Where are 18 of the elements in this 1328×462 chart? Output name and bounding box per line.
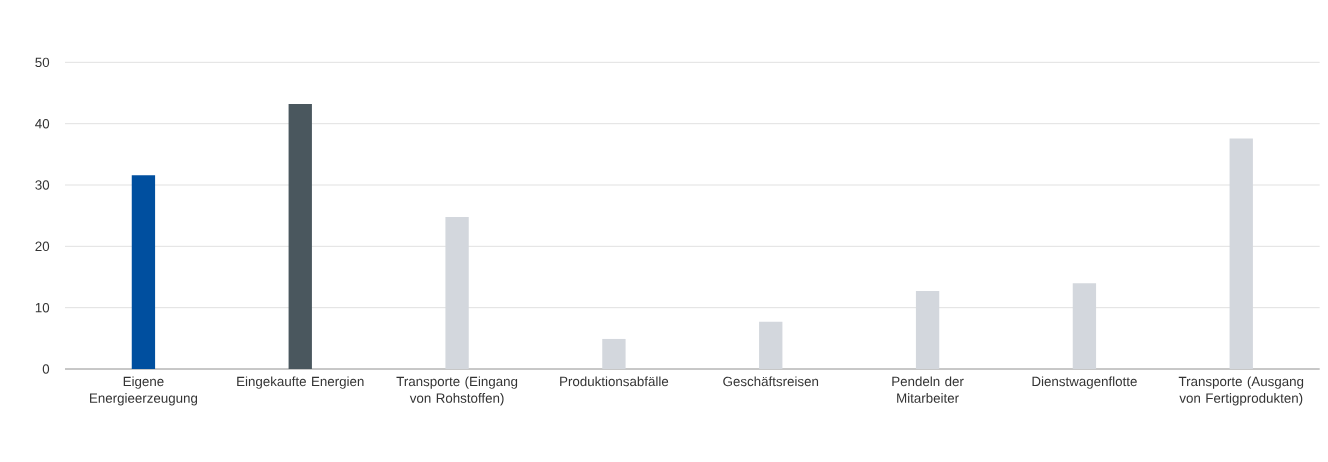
y-tick-label: 30 (35, 180, 50, 190)
x-tick-label: Pendeln der Mitarbeiter (892, 376, 964, 403)
bar (288, 104, 312, 369)
x-tick-label: Produktionsabfälle (560, 376, 669, 387)
y-tick-label: 20 (35, 241, 50, 252)
x-tick-label: Transporte (Ausgang von Fertigprodukten) (1178, 376, 1304, 406)
x-tick-label: Geschäftsreisen (723, 376, 819, 387)
bar (759, 321, 783, 369)
y-tick-label: 10 (35, 302, 50, 313)
y-tick-label: 50 (35, 57, 50, 68)
bar (131, 175, 156, 369)
x-tick-label: Dienstwagenflotte (1032, 376, 1137, 389)
y-tick-label: 0 (42, 364, 50, 374)
bar (602, 338, 626, 369)
y-tick-label: 40 (35, 118, 50, 129)
x-tick-label: Transporte (Eingang von Rohstoffen) (396, 376, 518, 406)
x-tick-label: Eingekaufte Energien (237, 376, 364, 389)
x-tick-label: Eigene Energieerzeugung (90, 376, 198, 406)
